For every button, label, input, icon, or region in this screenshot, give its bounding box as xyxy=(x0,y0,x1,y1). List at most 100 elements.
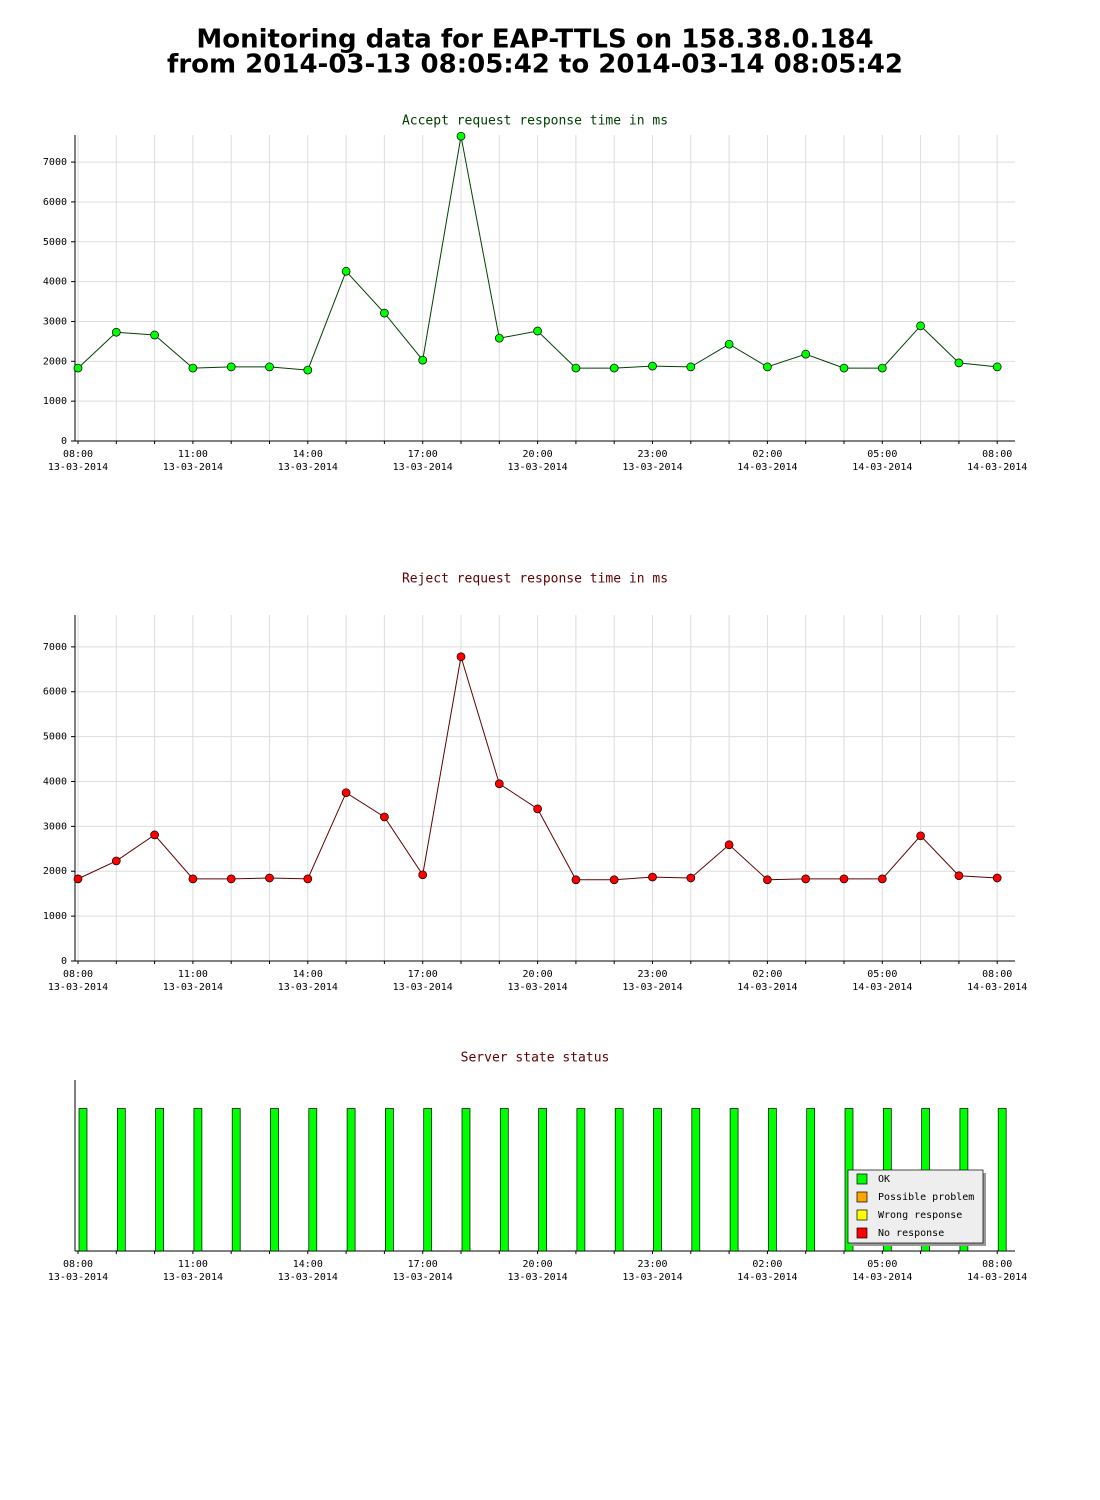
data-point xyxy=(801,349,811,359)
legend-label: Possible problem xyxy=(878,1192,974,1203)
x-tick-label: 17:00 xyxy=(408,1259,438,1270)
y-tick-label: 6000 xyxy=(43,687,67,698)
data-point xyxy=(150,330,159,340)
x-tick-date: 13-03-2014 xyxy=(163,982,223,993)
x-tick-label: 08:00 xyxy=(63,449,93,460)
x-tick-date: 14-03-2014 xyxy=(852,462,912,473)
data-point xyxy=(418,355,428,365)
y-tick-label: 0 xyxy=(61,436,67,447)
data-point xyxy=(456,652,466,662)
x-tick-label: 05:00 xyxy=(867,969,897,980)
data-point xyxy=(303,874,313,884)
data-point xyxy=(724,339,734,349)
status-bar xyxy=(653,1108,662,1252)
data-point xyxy=(73,874,83,884)
data-point xyxy=(418,870,428,880)
x-tick-label: 14:00 xyxy=(293,449,323,460)
data-point xyxy=(265,362,274,372)
data-point xyxy=(839,363,849,373)
x-tick-date: 14-03-2014 xyxy=(852,1272,912,1283)
data-point xyxy=(686,873,696,883)
data-point xyxy=(111,327,121,337)
x-tick-date: 13-03-2014 xyxy=(622,462,682,473)
data-point xyxy=(609,875,619,885)
x-tick-label: 11:00 xyxy=(178,1259,208,1270)
x-tick-date: 13-03-2014 xyxy=(278,982,338,993)
data-point xyxy=(73,363,83,373)
x-tick-date: 13-03-2014 xyxy=(278,1272,338,1283)
status-bar xyxy=(116,1108,126,1252)
x-tick-label: 14:00 xyxy=(293,969,323,980)
y-tick-label: 6000 xyxy=(43,197,67,208)
x-tick-label: 05:00 xyxy=(867,449,897,460)
data-point xyxy=(188,363,198,373)
x-tick-date: 13-03-2014 xyxy=(507,982,567,993)
legend-swatch xyxy=(856,1191,868,1203)
data-point xyxy=(686,362,696,372)
x-tick-label: 02:00 xyxy=(752,1259,782,1270)
status-bar xyxy=(614,1108,624,1252)
data-point xyxy=(954,871,964,881)
status-bar xyxy=(78,1108,88,1252)
chart-title: Accept request response time in ms xyxy=(402,114,668,129)
y-tick-label: 5000 xyxy=(43,237,67,248)
x-tick-label: 23:00 xyxy=(637,969,667,980)
legend-label: Wrong response xyxy=(878,1210,962,1221)
data-point xyxy=(303,365,313,375)
status-bar xyxy=(385,1108,394,1252)
data-point xyxy=(571,875,581,885)
data-point xyxy=(877,363,887,373)
y-tick-label: 0 xyxy=(61,956,67,967)
data-point xyxy=(571,363,581,373)
x-tick-date: 13-03-2014 xyxy=(507,462,567,473)
y-tick-label: 2000 xyxy=(43,356,67,367)
legend-swatch xyxy=(856,1227,868,1239)
data-point xyxy=(916,321,925,331)
data-point xyxy=(188,874,198,884)
data-point xyxy=(954,358,964,368)
data-point xyxy=(494,779,504,789)
data-point xyxy=(724,840,734,850)
data-point xyxy=(763,362,772,372)
data-point xyxy=(648,872,657,882)
y-tick-label: 5000 xyxy=(43,732,67,743)
x-tick-label: 20:00 xyxy=(523,449,553,460)
data-point xyxy=(111,856,121,866)
x-tick-label: 23:00 xyxy=(637,1259,667,1270)
x-tick-date: 14-03-2014 xyxy=(737,462,797,473)
x-tick-date: 14-03-2014 xyxy=(737,982,797,993)
status-bar xyxy=(576,1108,586,1252)
data-point xyxy=(380,308,389,318)
data-point xyxy=(380,812,389,822)
status-bar xyxy=(768,1108,777,1252)
x-tick-date: 13-03-2014 xyxy=(393,982,453,993)
status-bar xyxy=(231,1108,241,1252)
data-point xyxy=(801,874,811,884)
data-point xyxy=(494,333,504,343)
status-bar xyxy=(729,1108,739,1252)
x-tick-date: 14-03-2014 xyxy=(967,1272,1027,1283)
page-subtitle: from 2014-03-13 08:05:42 to 2014-03-14 0… xyxy=(167,50,903,80)
data-point xyxy=(456,131,466,141)
data-point xyxy=(992,873,1002,883)
status-bar xyxy=(499,1108,509,1252)
x-tick-date: 13-03-2014 xyxy=(48,982,108,993)
x-tick-date: 14-03-2014 xyxy=(967,462,1027,473)
x-tick-label: 11:00 xyxy=(178,449,208,460)
status-bar xyxy=(691,1108,701,1252)
x-tick-label: 14:00 xyxy=(293,1259,323,1270)
x-tick-label: 20:00 xyxy=(523,1259,553,1270)
y-tick-label: 7000 xyxy=(43,157,67,168)
data-point xyxy=(916,831,925,841)
x-tick-label: 02:00 xyxy=(752,449,782,460)
data-point xyxy=(341,266,351,276)
chart-title: Server state status xyxy=(461,1051,610,1066)
x-tick-label: 05:00 xyxy=(867,1259,897,1270)
x-tick-label: 08:00 xyxy=(982,1259,1012,1270)
status-bar xyxy=(270,1108,279,1252)
x-tick-date: 13-03-2014 xyxy=(48,462,108,473)
chart-title: Reject request response time in ms xyxy=(402,572,668,587)
